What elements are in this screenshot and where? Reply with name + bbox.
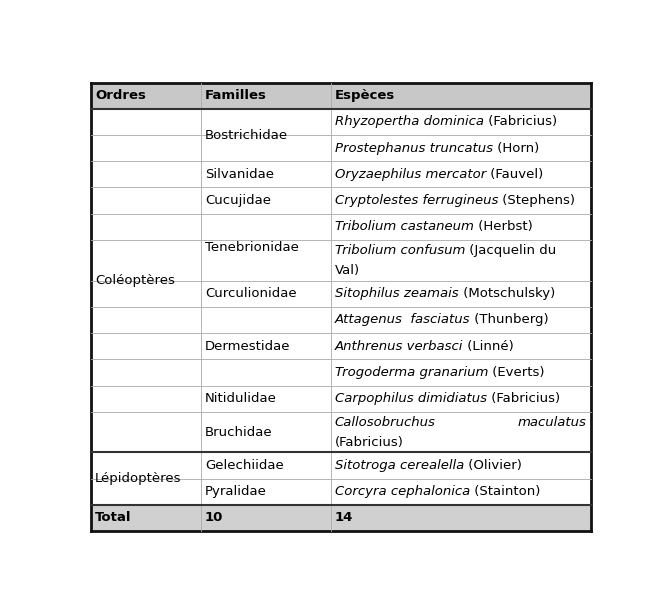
Polygon shape	[91, 109, 591, 505]
Text: Coléoptères: Coléoptères	[95, 274, 175, 287]
Text: Corcyra cephalonica: Corcyra cephalonica	[335, 485, 470, 498]
Text: Tribolium castaneum: Tribolium castaneum	[335, 220, 473, 233]
Text: (Thunberg): (Thunberg)	[470, 314, 549, 326]
Text: Dermestidae: Dermestidae	[205, 339, 291, 353]
Text: Silvanidae: Silvanidae	[205, 168, 274, 181]
Text: maculatus: maculatus	[518, 416, 587, 429]
Text: Espèces: Espèces	[335, 89, 395, 102]
Text: 10: 10	[205, 511, 223, 525]
Text: Lépidoptères: Lépidoptères	[95, 472, 182, 485]
Text: Cryptolestes ferrugineus: Cryptolestes ferrugineus	[335, 194, 498, 207]
Text: (Fabricius): (Fabricius)	[487, 392, 560, 405]
Text: (Motschulsky): (Motschulsky)	[459, 287, 555, 300]
Text: Bruchidae: Bruchidae	[205, 426, 273, 438]
Text: Bostrichidae: Bostrichidae	[205, 128, 288, 142]
Text: Attagenus  fasciatus: Attagenus fasciatus	[335, 314, 470, 326]
Text: (Fabricius): (Fabricius)	[484, 115, 557, 128]
Text: (Stephens): (Stephens)	[498, 194, 575, 207]
Text: (Horn): (Horn)	[493, 142, 539, 154]
Text: Nitidulidae: Nitidulidae	[205, 392, 277, 405]
Text: (Stainton): (Stainton)	[470, 485, 541, 498]
Text: (Herbst): (Herbst)	[473, 220, 533, 233]
Text: Ordres: Ordres	[95, 89, 146, 102]
Text: (Fabricius): (Fabricius)	[335, 436, 404, 449]
Text: Trogoderma granarium: Trogoderma granarium	[335, 366, 488, 379]
Text: (Fauvel): (Fauvel)	[486, 168, 543, 181]
Text: Anthrenus verbasci: Anthrenus verbasci	[335, 339, 464, 353]
Text: Familles: Familles	[205, 89, 267, 102]
Text: Carpophilus dimidiatus: Carpophilus dimidiatus	[335, 392, 487, 405]
Text: (Olivier): (Olivier)	[464, 459, 522, 472]
Text: Sitotroga cerealella: Sitotroga cerealella	[335, 459, 464, 472]
Text: 14: 14	[335, 511, 353, 525]
Text: Pyralidae: Pyralidae	[205, 485, 267, 498]
Polygon shape	[91, 505, 591, 531]
Text: Total: Total	[95, 511, 132, 525]
Text: Tribolium confusum: Tribolium confusum	[335, 244, 466, 257]
Text: Cucujidae: Cucujidae	[205, 194, 271, 207]
Text: Oryzaephilus mercator: Oryzaephilus mercator	[335, 168, 486, 181]
Text: Callosobruchus: Callosobruchus	[335, 416, 436, 429]
Text: Curculionidae: Curculionidae	[205, 287, 297, 300]
Text: (Linné): (Linné)	[464, 339, 514, 353]
Text: Rhyzopertha dominica: Rhyzopertha dominica	[335, 115, 484, 128]
Text: Sitophilus zeamais: Sitophilus zeamais	[335, 287, 459, 300]
Text: (Jacquelin du: (Jacquelin du	[465, 244, 557, 257]
Text: Prostephanus truncatus: Prostephanus truncatus	[335, 142, 493, 154]
Text: (Everts): (Everts)	[488, 366, 545, 379]
Text: Tenebrionidae: Tenebrionidae	[205, 241, 299, 254]
Text: Gelechiidae: Gelechiidae	[205, 459, 284, 472]
Polygon shape	[91, 83, 591, 109]
Text: Val): Val)	[335, 264, 360, 277]
